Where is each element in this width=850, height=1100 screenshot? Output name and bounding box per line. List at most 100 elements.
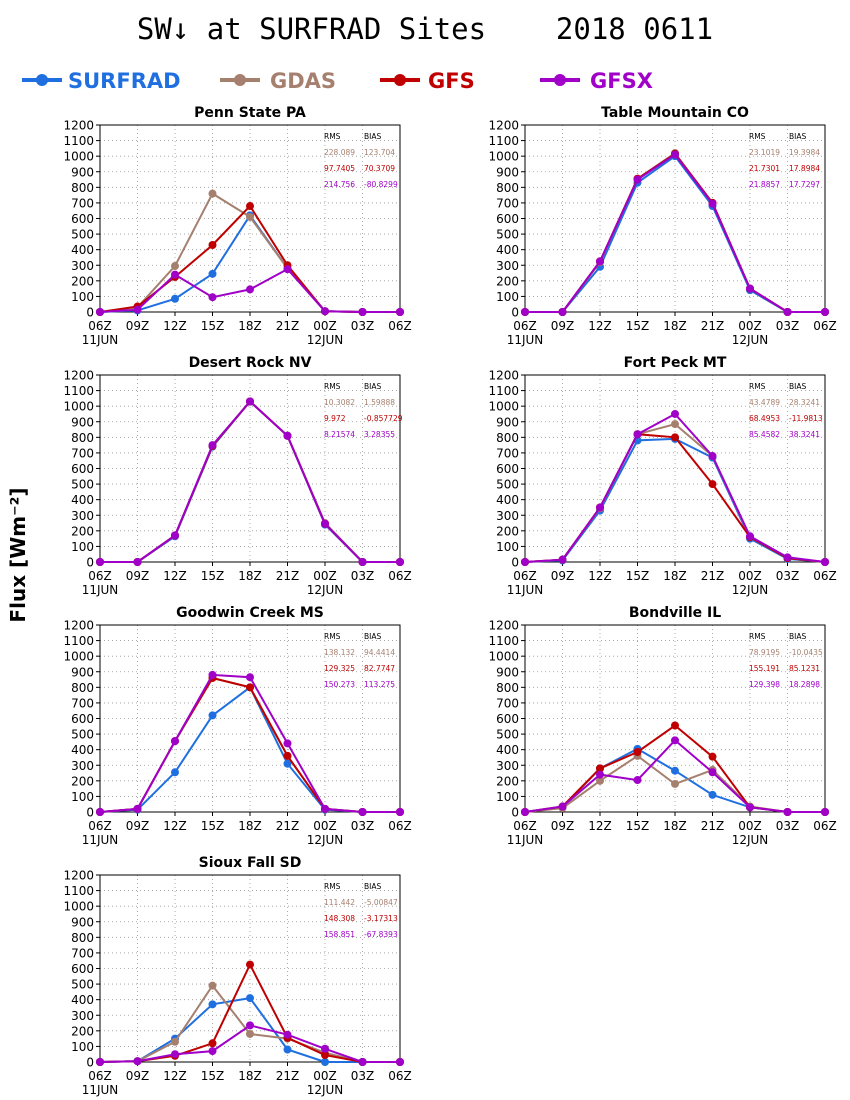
stats-header-bias: BIAS bbox=[364, 382, 381, 391]
data-point bbox=[283, 751, 292, 760]
x-tick-label: 03Z bbox=[351, 819, 375, 833]
x-tick-label: 06Z bbox=[88, 319, 112, 333]
x-tick-label: 15Z bbox=[201, 319, 225, 333]
data-point bbox=[208, 1047, 217, 1056]
data-point bbox=[246, 397, 254, 406]
y-tick-label: 1000 bbox=[488, 650, 519, 664]
panel-title: Goodwin Creek MS bbox=[176, 605, 324, 621]
data-point bbox=[321, 1058, 329, 1066]
data-point bbox=[396, 1058, 404, 1066]
stats-bias-value: -80.8299 bbox=[364, 180, 398, 189]
x-tick-label: 09Z bbox=[126, 819, 150, 833]
y-tick-label: 0 bbox=[86, 806, 94, 820]
data-point bbox=[708, 452, 717, 461]
legend-marker bbox=[36, 74, 48, 86]
stats-header-rms: RMS bbox=[324, 132, 341, 141]
y-tick-label: 1100 bbox=[63, 134, 94, 148]
stats-bias-value: -67.8393 bbox=[364, 930, 398, 939]
y-tick-label: 500 bbox=[496, 478, 519, 492]
y-tick-label: 0 bbox=[511, 306, 519, 320]
stats-rms-value: 21.7301 bbox=[749, 164, 780, 173]
stats-bias-value: 3.28355 bbox=[364, 430, 395, 439]
x-tick-label: 06Z bbox=[813, 819, 837, 833]
y-tick-label: 0 bbox=[511, 556, 519, 570]
stats-rms-value: 129.398 bbox=[749, 680, 780, 689]
data-point bbox=[321, 1050, 329, 1059]
data-point bbox=[171, 270, 179, 279]
x-date-label: 12JUN bbox=[732, 333, 769, 347]
data-point bbox=[746, 532, 754, 541]
x-tick-label: 12Z bbox=[163, 319, 187, 333]
series-gfs bbox=[521, 149, 829, 316]
data-point bbox=[633, 430, 642, 439]
y-tick-label: 900 bbox=[71, 415, 94, 429]
data-point bbox=[246, 1021, 254, 1030]
x-tick-label: 00Z bbox=[313, 569, 337, 583]
y-tick-label: 0 bbox=[86, 556, 94, 570]
y-tick-label: 0 bbox=[511, 806, 519, 820]
x-tick-label: 06Z bbox=[388, 569, 412, 583]
data-point bbox=[171, 262, 179, 271]
x-tick-label: 09Z bbox=[551, 319, 575, 333]
x-tick-label: 18Z bbox=[663, 819, 687, 833]
data-point bbox=[321, 307, 329, 316]
x-tick-label: 06Z bbox=[513, 819, 537, 833]
series-line bbox=[525, 151, 825, 313]
y-tick-label: 800 bbox=[71, 681, 94, 695]
data-point bbox=[671, 766, 679, 775]
y-tick-label: 1000 bbox=[63, 650, 94, 664]
stats-bias-value: 19.3984 bbox=[789, 148, 820, 157]
stats-header-rms: RMS bbox=[749, 382, 766, 391]
figure-title: SW↓ at SURFRAD Sites 2018 0611 bbox=[136, 12, 714, 46]
legend-marker bbox=[234, 74, 246, 86]
data-point bbox=[208, 240, 217, 249]
x-tick-label: 12Z bbox=[163, 569, 187, 583]
x-tick-label: 12Z bbox=[588, 319, 612, 333]
stats-bias-value: 17.8984 bbox=[789, 164, 820, 173]
x-tick-label: 03Z bbox=[776, 319, 800, 333]
data-point bbox=[133, 558, 142, 566]
stats-bias-value: 18.2898 bbox=[789, 680, 820, 689]
y-tick-label: 1100 bbox=[63, 634, 94, 648]
x-date-label: 12JUN bbox=[307, 1083, 344, 1097]
y-tick-label: 100 bbox=[496, 790, 519, 804]
x-date-label: 12JUN bbox=[732, 833, 769, 847]
y-tick-label: 600 bbox=[496, 212, 519, 226]
legend-label: GFSX bbox=[590, 69, 653, 93]
y-tick-label: 1200 bbox=[63, 369, 94, 383]
series-line bbox=[99, 673, 400, 813]
legend-entry-gfsx: GFSX bbox=[540, 69, 653, 93]
stats-bias-value: 70.3709 bbox=[364, 164, 395, 173]
series-gfsx bbox=[96, 397, 404, 566]
x-tick-label: 21Z bbox=[276, 819, 300, 833]
x-tick-label: 00Z bbox=[313, 819, 337, 833]
data-point bbox=[671, 150, 679, 159]
x-tick-label: 18Z bbox=[663, 319, 687, 333]
stats-rms-value: 228.089 bbox=[324, 148, 355, 157]
y-tick-label: 400 bbox=[71, 743, 94, 757]
data-point bbox=[358, 308, 367, 316]
data-point bbox=[783, 308, 792, 316]
data-point bbox=[171, 1037, 179, 1046]
stats-bias-value: 17.7297 bbox=[789, 180, 820, 189]
stats-rms-value: 8.21574 bbox=[324, 430, 355, 439]
x-date-label: 12JUN bbox=[307, 583, 344, 597]
y-tick-label: 800 bbox=[71, 931, 94, 945]
x-tick-label: 12Z bbox=[588, 569, 612, 583]
data-point bbox=[321, 804, 329, 813]
series-line bbox=[524, 422, 826, 563]
legend-marker bbox=[394, 74, 406, 86]
data-point bbox=[321, 519, 329, 528]
data-point bbox=[596, 503, 604, 512]
x-tick-label: 09Z bbox=[551, 569, 575, 583]
y-tick-label: 500 bbox=[496, 228, 519, 242]
data-point bbox=[596, 770, 604, 779]
x-tick-label: 21Z bbox=[276, 569, 300, 583]
y-tick-label: 1200 bbox=[63, 119, 94, 133]
data-point bbox=[246, 994, 254, 1003]
stats-bias-value: 123.704 bbox=[364, 148, 395, 157]
data-point bbox=[671, 433, 679, 442]
series-line bbox=[524, 433, 826, 563]
